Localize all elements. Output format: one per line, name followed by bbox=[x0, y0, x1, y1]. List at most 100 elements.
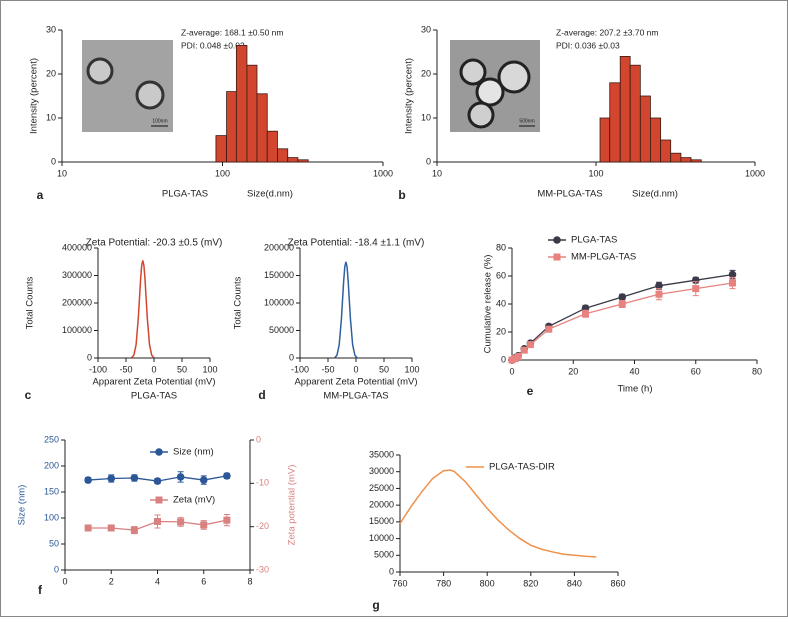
y-tick-label: 200000 bbox=[62, 297, 92, 307]
marker bbox=[655, 282, 663, 290]
panel-letter: b bbox=[398, 188, 405, 202]
tem-inset-a: 100nm bbox=[82, 40, 173, 132]
y-tick-label: 60 bbox=[496, 270, 506, 280]
x-tick-label: -50 bbox=[321, 364, 334, 374]
bar bbox=[670, 152, 682, 163]
legend-marker bbox=[553, 253, 561, 261]
y-tick-label: 10 bbox=[46, 112, 56, 122]
panel-letter: a bbox=[37, 188, 44, 202]
y-tick-label: 0 bbox=[87, 352, 92, 362]
y-tick-label: 0 bbox=[289, 352, 294, 362]
y-tick-label: 150000 bbox=[264, 270, 294, 280]
legend-label: MM-PLGA-TAS bbox=[571, 252, 636, 263]
y-tick-label: 5000 bbox=[374, 550, 394, 560]
marker bbox=[176, 473, 185, 481]
marker bbox=[107, 524, 115, 532]
x-tick-label: 800 bbox=[480, 578, 495, 588]
y-axis-label: Size (nm) bbox=[17, 485, 28, 526]
series-line bbox=[334, 261, 358, 359]
y-tick-label: 150 bbox=[44, 486, 59, 496]
marker bbox=[223, 472, 231, 480]
y-tick-label: 30 bbox=[46, 24, 56, 34]
marker bbox=[618, 300, 626, 308]
x-tick-label: 1000 bbox=[745, 168, 765, 178]
x-tick-label: 860 bbox=[610, 578, 625, 588]
marker bbox=[130, 526, 138, 534]
y-tick-label: 100000 bbox=[264, 297, 294, 307]
legend-label: PLGA-TAS bbox=[571, 235, 617, 246]
bar bbox=[609, 82, 621, 163]
y-tick-label: 0 bbox=[51, 156, 56, 166]
y-tick-label: 0 bbox=[389, 566, 394, 576]
y-tick-label: 200 bbox=[44, 460, 59, 470]
scale-bar-label: 100nm bbox=[152, 118, 167, 124]
bar bbox=[650, 117, 662, 163]
x-axis-label: Apparent Zeta Potential (mV) bbox=[294, 377, 417, 388]
marker bbox=[199, 476, 208, 484]
panel-letter: e bbox=[527, 384, 534, 398]
marker bbox=[545, 325, 553, 333]
y-tick-label: 0 bbox=[501, 354, 506, 364]
marker bbox=[520, 346, 528, 354]
legend-marker bbox=[553, 236, 561, 244]
y-axis-label: Intensity (percent) bbox=[29, 58, 40, 134]
marker bbox=[223, 516, 231, 524]
marker bbox=[84, 524, 92, 532]
y-tick-label: 10 bbox=[421, 112, 431, 122]
x-tick-label: 760 bbox=[392, 578, 407, 588]
x-axis-label: Apparent Zeta Potential (mV) bbox=[92, 377, 215, 388]
bar bbox=[266, 130, 278, 163]
marker bbox=[526, 341, 534, 349]
x-tick-label: 0 bbox=[509, 366, 514, 376]
x-tick-label: 6 bbox=[201, 576, 206, 586]
y-tick-label: 20 bbox=[421, 68, 431, 78]
legend-label: Zeta (mV) bbox=[173, 495, 215, 506]
marker bbox=[582, 310, 589, 318]
x-tick-label: 100 bbox=[215, 168, 230, 178]
marker bbox=[729, 279, 736, 287]
x-tick-label: 1000 bbox=[373, 168, 393, 178]
bar bbox=[680, 157, 692, 163]
x-tick-label: 100 bbox=[404, 364, 419, 374]
x-axis-label: Time (h) bbox=[617, 384, 652, 395]
panel-letter: d bbox=[258, 388, 265, 402]
x-tick-label: -100 bbox=[89, 364, 107, 374]
y2-axis-label: Zeta potential (mV) bbox=[287, 465, 298, 546]
sample-label: PLGA-TAS bbox=[162, 189, 208, 200]
bar bbox=[690, 159, 702, 163]
marker bbox=[177, 518, 185, 526]
sample-label: MM-PLGA-TAS bbox=[323, 391, 388, 402]
x-tick-label: 4 bbox=[155, 576, 160, 586]
bar bbox=[226, 91, 237, 163]
chart-title: Zeta Potential: -18.4 ±1.1 (mV) bbox=[288, 238, 425, 249]
marker bbox=[618, 293, 627, 301]
y-tick-label: 40 bbox=[496, 298, 506, 308]
x-tick-label: 20 bbox=[568, 366, 578, 376]
y-axis-label: Total Counts bbox=[25, 276, 36, 329]
x-tick-label: 50 bbox=[177, 364, 187, 374]
x-tick-label: -50 bbox=[119, 364, 132, 374]
panel-letter: f bbox=[38, 583, 43, 597]
y2-tick-label: -30 bbox=[256, 564, 269, 574]
y-tick-label: 80 bbox=[496, 242, 506, 252]
y2-tick-label: -20 bbox=[256, 521, 269, 531]
bar bbox=[246, 64, 258, 163]
x-tick-label: 100 bbox=[202, 364, 217, 374]
tem-inset-b: 500nm bbox=[450, 40, 540, 132]
series-line bbox=[399, 469, 597, 558]
bar bbox=[215, 135, 227, 163]
x-tick-label: 820 bbox=[523, 578, 538, 588]
bar bbox=[297, 159, 309, 163]
y-axis-label: Intensity (percent) bbox=[404, 58, 415, 134]
bar bbox=[629, 64, 641, 163]
marker bbox=[514, 353, 522, 360]
y-tick-label: 20000 bbox=[369, 500, 394, 510]
y-tick-label: 20 bbox=[46, 68, 56, 78]
x-tick-label: 2 bbox=[109, 576, 114, 586]
x-tick-label: 780 bbox=[436, 578, 451, 588]
y-tick-label: 25000 bbox=[369, 483, 394, 493]
marker bbox=[200, 521, 208, 529]
marker bbox=[153, 477, 162, 485]
bar bbox=[277, 148, 289, 163]
x-tick-label: 840 bbox=[567, 578, 582, 588]
